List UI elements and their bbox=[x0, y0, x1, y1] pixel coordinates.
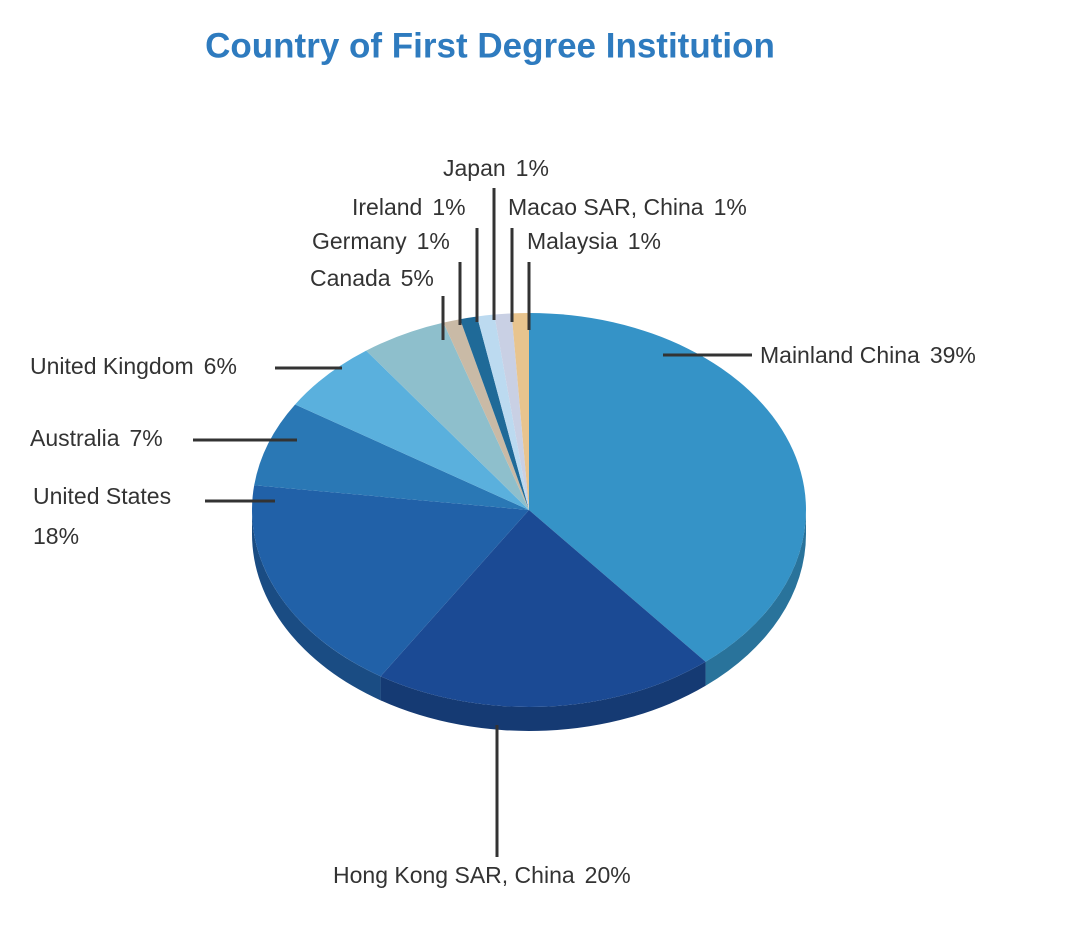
slice-label: United States 18% bbox=[33, 483, 171, 549]
slice-label: Australia 7% bbox=[30, 425, 163, 451]
slice-label: Ireland 1% bbox=[352, 194, 466, 220]
slice-label: Macao SAR, China 1% bbox=[508, 194, 747, 220]
pie-slice bbox=[529, 313, 807, 662]
value-label: 18% bbox=[33, 523, 79, 549]
pie-sides bbox=[252, 510, 807, 731]
category-label: Ireland bbox=[352, 194, 422, 220]
category-label: Canada bbox=[310, 265, 391, 291]
value-label: 1% bbox=[432, 194, 465, 220]
labels: Mainland China 39% Hong Kong SAR, China 20%… bbox=[30, 155, 976, 888]
value-label: 7% bbox=[129, 425, 162, 451]
slice-label: Japan 1% bbox=[443, 155, 549, 181]
pie-slice bbox=[511, 313, 529, 510]
category-label: United Kingdom bbox=[30, 353, 194, 379]
pie-side bbox=[705, 510, 807, 686]
value-label: 39% bbox=[930, 342, 976, 368]
pie-slice bbox=[494, 313, 529, 510]
category-label: Mainland China bbox=[760, 342, 920, 368]
pie-slice bbox=[380, 510, 706, 707]
category-label: Macao SAR, China bbox=[508, 194, 704, 220]
pie-slice bbox=[477, 314, 529, 510]
value-label: 1% bbox=[714, 194, 747, 220]
pie-slice bbox=[295, 350, 529, 510]
pie-side bbox=[252, 510, 381, 701]
pie-slice bbox=[254, 404, 529, 510]
value-label: 20% bbox=[585, 862, 631, 888]
pie-slice bbox=[252, 485, 530, 677]
chart-title: Country of First Degree Institution bbox=[205, 26, 775, 65]
value-label: 1% bbox=[417, 228, 450, 254]
slice-label: Malaysia 1% bbox=[527, 228, 661, 254]
value-label: 5% bbox=[401, 265, 434, 291]
pie-slice bbox=[366, 322, 529, 510]
slice-label: Mainland China 39% bbox=[760, 342, 976, 368]
category-label: Hong Kong SAR, China bbox=[333, 862, 575, 888]
slice-label: United Kingdom 6% bbox=[30, 353, 237, 379]
value-label: 1% bbox=[516, 155, 549, 181]
category-label: Malaysia bbox=[527, 228, 618, 254]
category-label: Japan bbox=[443, 155, 506, 181]
category-label: Germany bbox=[312, 228, 407, 254]
pie-slice bbox=[460, 316, 529, 510]
value-label: 6% bbox=[204, 353, 237, 379]
slice-label: Hong Kong SAR, China 20% bbox=[333, 862, 631, 888]
pie-side bbox=[380, 661, 706, 731]
pie-tops bbox=[252, 313, 807, 707]
slice-label: Germany 1% bbox=[312, 228, 450, 254]
pie-slice bbox=[443, 319, 529, 510]
value-label: 1% bbox=[628, 228, 661, 254]
category-label: Australia bbox=[30, 425, 120, 451]
category-label: United States bbox=[33, 483, 171, 509]
slice-label: Canada 5% bbox=[310, 265, 434, 291]
